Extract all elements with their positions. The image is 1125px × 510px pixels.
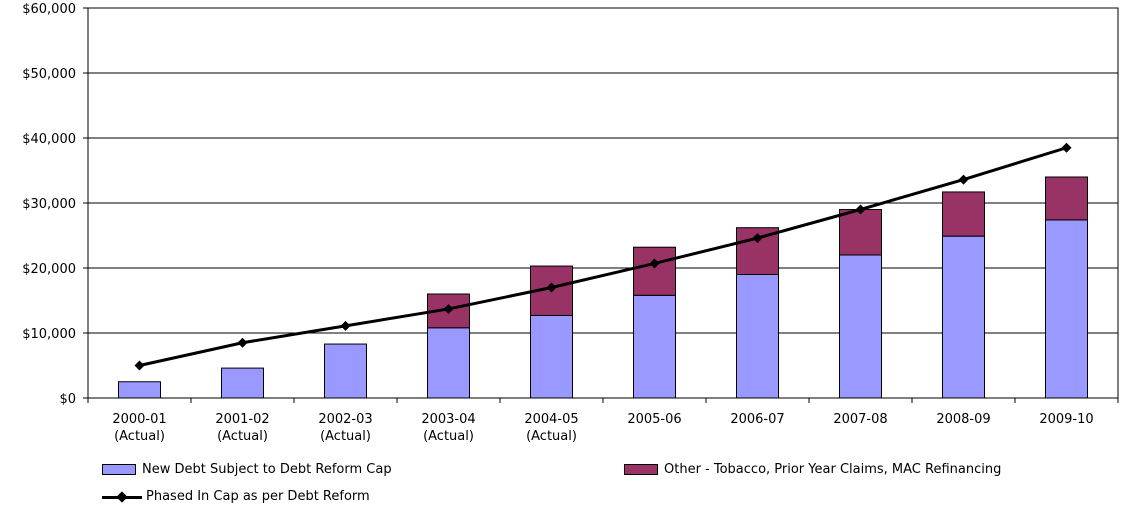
y-tick-label: $0 xyxy=(59,392,76,407)
bar-series-1 xyxy=(530,314,573,399)
line-point-marker xyxy=(443,303,454,314)
line-point-marker xyxy=(752,233,763,244)
x-tick-label: 2007-08 xyxy=(833,412,887,427)
x-tick-label: 2000-01 xyxy=(112,412,166,427)
bar-series-1 xyxy=(324,343,367,399)
axes xyxy=(83,7,1119,403)
bar-marks xyxy=(118,176,1088,399)
bar-series-2 xyxy=(942,191,985,237)
line-point-marker xyxy=(134,360,145,371)
line-point-marker xyxy=(855,204,866,215)
x-tick-label: 2009-10 xyxy=(1039,412,1093,427)
x-tick-label: 2001-02 xyxy=(215,412,269,427)
legend-swatch-other xyxy=(624,464,658,475)
legend-label-other: Other - Tobacco, Prior Year Claims, MAC … xyxy=(664,462,1002,477)
legend-swatch-phased-cap xyxy=(102,490,142,503)
line-point-marker xyxy=(546,282,557,293)
x-tick-label: 2006-07 xyxy=(730,412,784,427)
bar-series-2 xyxy=(839,209,882,256)
bar-series-1 xyxy=(118,381,161,399)
bar-series-1 xyxy=(942,235,985,399)
legend-item-new-debt: New Debt Subject to Debt Reform Cap xyxy=(102,462,392,477)
bar-series-1 xyxy=(427,327,470,399)
line-point-marker xyxy=(1061,142,1072,153)
x-tick-label: (Actual) xyxy=(423,429,474,444)
bar-series-1 xyxy=(736,274,779,399)
y-axis-tick-labels: $0 $10,000 $20,000 $30,000 $40,000 $50,000 $60… xyxy=(22,2,76,407)
y-tick-label: $30,000 xyxy=(22,197,76,212)
x-tick-label: 2003-04 xyxy=(421,412,475,427)
legend-item-phased-cap: Phased In Cap as per Debt Reform xyxy=(102,489,370,504)
x-tick-label: (Actual) xyxy=(114,429,165,444)
bar-series-1 xyxy=(839,254,882,399)
x-tick-label: 2002-03 xyxy=(318,412,372,427)
x-tick-label: 2005-06 xyxy=(627,412,681,427)
y-tick-label: $60,000 xyxy=(22,2,76,17)
y-tick-label: $50,000 xyxy=(22,67,76,82)
line-point-marker xyxy=(649,258,660,269)
x-axis-tick-labels: 2000-01 (Actual) 2001-02 (Actual) 2002-03 (Ac… xyxy=(112,412,1093,444)
line-series-path xyxy=(139,146,1067,367)
line-point-marker xyxy=(237,337,248,348)
line-point-marker xyxy=(958,174,969,185)
x-tick-label: (Actual) xyxy=(526,429,577,444)
legend-swatch-new-debt xyxy=(102,464,136,475)
legend-label-new-debt: New Debt Subject to Debt Reform Cap xyxy=(142,462,392,477)
x-tick-label: (Actual) xyxy=(320,429,371,444)
y-tick-label: $10,000 xyxy=(22,327,76,342)
x-tick-label: 2004-05 xyxy=(524,412,578,427)
y-tick-label: $40,000 xyxy=(22,132,76,147)
bar-series-2 xyxy=(1045,176,1088,221)
bar-series-1 xyxy=(633,294,676,399)
x-tick-label: 2008-09 xyxy=(936,412,990,427)
legend-label-phased-cap: Phased In Cap as per Debt Reform xyxy=(146,489,370,504)
line-point-marker xyxy=(340,320,351,331)
legend-item-other: Other - Tobacco, Prior Year Claims, MAC … xyxy=(624,462,1001,477)
x-tick-label: (Actual) xyxy=(217,429,268,444)
bar-series-1 xyxy=(221,367,264,399)
bar-series-1 xyxy=(1045,219,1088,399)
line-series xyxy=(134,142,1072,371)
bar-series-2 xyxy=(633,246,676,296)
y-tick-label: $20,000 xyxy=(22,262,76,277)
